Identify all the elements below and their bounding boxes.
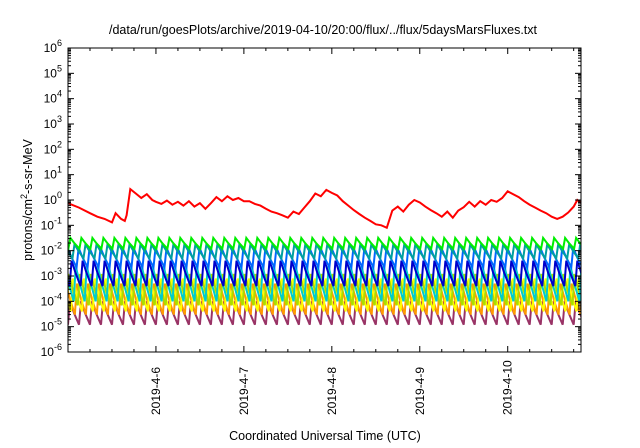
y-tick-label: 104 bbox=[44, 89, 62, 106]
x-tick-label: 2019-4-9 bbox=[413, 367, 427, 415]
y-tick-label: 10-5 bbox=[41, 317, 62, 334]
x-tick-label: 2019-4-7 bbox=[237, 367, 251, 415]
y-tick-label: 10-3 bbox=[41, 266, 62, 283]
flux-channel-line bbox=[68, 300, 581, 326]
y-tick-label: 106 bbox=[44, 38, 62, 55]
y-tick-label: 10-6 bbox=[41, 342, 62, 359]
series-line bbox=[68, 187, 581, 230]
y-tick-label: 10-4 bbox=[41, 291, 62, 308]
y-tick-label: 10-1 bbox=[41, 215, 62, 232]
flux-channel-line bbox=[68, 260, 581, 287]
series-layer bbox=[68, 187, 581, 326]
chart-title: /data/run/goesPlots/archive/2019-04-10/2… bbox=[109, 23, 538, 37]
flux-channel-line bbox=[68, 241, 581, 261]
y-tick-label: 103 bbox=[44, 114, 62, 131]
x-axis: 2019-4-6 2019-4-7 2019-4-8 2019-4-9 2019-4-1… bbox=[89, 48, 575, 415]
flux-channel-line bbox=[68, 235, 581, 251]
y-tick-label: 101 bbox=[44, 165, 62, 182]
flux-channel-line bbox=[68, 283, 581, 315]
y-tick-label: 105 bbox=[44, 63, 62, 80]
x-tick-label: 2019-4-10 bbox=[501, 360, 515, 415]
y-axis: 10-6 10-5 10-4 10-3 10-2 10-1 100 101 102 103 104 1… bbox=[41, 38, 581, 359]
y-tick-label: 100 bbox=[44, 190, 62, 207]
x-tick-label: 2019-4-8 bbox=[325, 367, 339, 415]
flux-channel-line bbox=[68, 278, 581, 312]
x-tick-label: 2019-4-6 bbox=[149, 367, 163, 415]
y-tick-label: 10-2 bbox=[41, 241, 62, 258]
x-axis-title: Coordinated Universal Time (UTC) bbox=[229, 429, 421, 443]
y-axis-title: protons/cm2-s-sr-MeV bbox=[19, 138, 35, 260]
y-tick-label: 102 bbox=[44, 139, 62, 156]
